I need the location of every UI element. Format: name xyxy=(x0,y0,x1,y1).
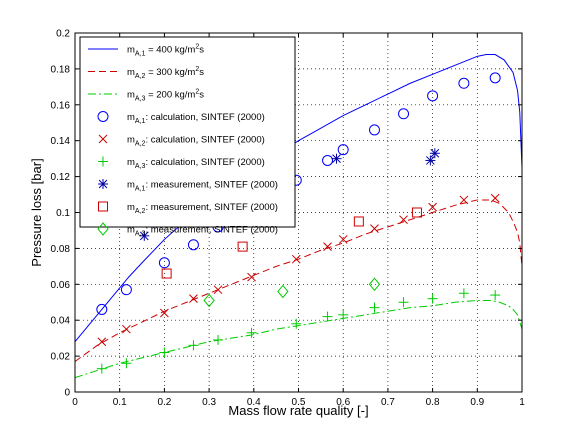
legend-marker-symbol xyxy=(98,201,108,212)
data-point-plus xyxy=(96,363,107,374)
y-tick-label: 0.04 xyxy=(51,316,71,327)
data-point-x xyxy=(323,242,332,251)
data-point-x xyxy=(459,195,469,205)
data-point-circle xyxy=(398,108,410,120)
data-point-plus xyxy=(213,334,224,345)
data-point-diamond xyxy=(277,284,289,299)
data-point-circle xyxy=(458,77,470,89)
data-point-diamond xyxy=(203,293,215,308)
data-point-star xyxy=(425,155,436,166)
legend-label: mA,3: calculation, SINTEF (2000) xyxy=(127,157,265,170)
legend-label: mA,2: measurement, SINTEF (2000) xyxy=(127,202,278,215)
data-point-x xyxy=(122,324,131,334)
data-point-x xyxy=(428,202,437,212)
data-point-diamond xyxy=(368,277,381,292)
data-point-square xyxy=(237,241,248,252)
data-point-plus xyxy=(188,340,199,351)
data-point-circle xyxy=(322,154,334,166)
legend-marker-symbol xyxy=(98,179,108,189)
data-point-plus xyxy=(490,290,501,301)
legend-label: mA,1 = 400 kg/m2s xyxy=(127,44,204,58)
data-point-circle xyxy=(337,144,349,156)
axis-ticks: 0 0.1 0.2 0.3 0.4 0.5 0.6 0.7 0.8 0.9 1 0 0.02 0.04 0.… xyxy=(51,29,526,409)
legend-marker-symbol xyxy=(98,156,108,167)
legend-label: mA,3 = 200 kg/m2s xyxy=(127,89,204,103)
legend-label: mA,3: measurement, SINTEF (2000) xyxy=(127,225,278,238)
data-point-square xyxy=(411,207,422,218)
x-tick-label: 0.2 xyxy=(157,397,171,408)
legend-marker-symbol xyxy=(97,222,109,236)
data-point-x xyxy=(247,272,256,282)
data-point-star xyxy=(429,148,440,159)
data-point-x xyxy=(370,224,379,234)
data-point-x xyxy=(189,294,198,304)
x-tick-label: 1 xyxy=(519,397,525,408)
legend-marker-symbol xyxy=(97,111,109,122)
data-point-plus xyxy=(369,302,380,313)
data-point-plus xyxy=(121,358,132,369)
x-tick-label: 0.9 xyxy=(470,397,484,408)
series-line-A-3 xyxy=(74,299,523,379)
x-tick-label: 0.5 xyxy=(292,397,306,408)
data-point-circle xyxy=(187,239,199,251)
data-point-x xyxy=(213,285,223,295)
series-line-A-1 xyxy=(74,54,523,343)
y-tick-label: 0.18 xyxy=(51,64,71,75)
legend-label: mA,1: calculation, SINTEF (2000) xyxy=(127,112,265,125)
y-tick-label: 0.12 xyxy=(51,172,71,183)
data-point-x xyxy=(97,337,107,347)
data-point-plus xyxy=(398,297,409,308)
legend-label: mA,2: calculation, SINTEF (2000) xyxy=(127,135,265,148)
legend-box xyxy=(79,36,296,228)
legend-label: mA,2 = 300 kg/m2s xyxy=(127,66,204,80)
x-tick-label: 0.7 xyxy=(381,397,395,408)
data-point-plus xyxy=(246,327,257,338)
x-tick-label: 0.4 xyxy=(247,397,261,408)
x-tick-label: 0.8 xyxy=(426,397,440,408)
data-point-star xyxy=(139,230,150,241)
data-point-x xyxy=(338,235,348,244)
data-point-circle xyxy=(96,303,108,315)
data-point-plus xyxy=(159,347,170,358)
data-point-circle xyxy=(368,124,380,136)
y-tick-label: 0.06 xyxy=(51,280,71,291)
x-tick-label: 0.3 xyxy=(202,397,216,408)
data-point-square xyxy=(353,216,364,227)
data-point-circle xyxy=(489,72,501,84)
data-point-star xyxy=(331,153,342,164)
x-tick-label: 0 xyxy=(72,397,78,408)
y-tick-label: 0.2 xyxy=(56,29,70,40)
x-tick-label: 0.6 xyxy=(336,397,350,408)
data-point-circle xyxy=(158,257,170,269)
data-point-plus xyxy=(458,288,469,299)
grid xyxy=(75,33,522,392)
data-point-square xyxy=(161,268,172,279)
series-line-A-2 xyxy=(74,199,523,362)
data-point-x xyxy=(291,254,301,264)
legend-marker-symbol xyxy=(98,134,108,144)
data-point-x xyxy=(399,215,408,225)
y-tick-label: 0.14 xyxy=(51,136,71,147)
x-axis-label: Mass flow rate quality [-] xyxy=(228,403,368,418)
y-tick-label: 0.16 xyxy=(51,100,71,111)
y-tick-label: 0.02 xyxy=(51,352,71,363)
data-point-plus xyxy=(322,311,333,322)
data-point-circle xyxy=(427,90,439,102)
data-point-plus xyxy=(338,309,349,320)
data-point-x xyxy=(160,308,169,318)
y-tick-label: 0.1 xyxy=(56,208,70,219)
y-tick-label: 0.08 xyxy=(51,244,71,255)
legend: mA,1 = 400 kg/m2s mA,2 = 300 kg/m2s mA,3 =… xyxy=(79,36,296,238)
y-tick-label: 0 xyxy=(64,388,70,399)
legend-label: mA,1: measurement, SINTEF (2000) xyxy=(127,180,278,193)
data-point-circle xyxy=(120,284,132,296)
y-axis-label: Pressure loss [bar] xyxy=(29,158,44,266)
data-point-plus xyxy=(427,293,438,304)
data-point-x xyxy=(490,193,500,203)
data-point-plus xyxy=(291,318,302,329)
x-tick-label: 0.1 xyxy=(113,397,127,408)
